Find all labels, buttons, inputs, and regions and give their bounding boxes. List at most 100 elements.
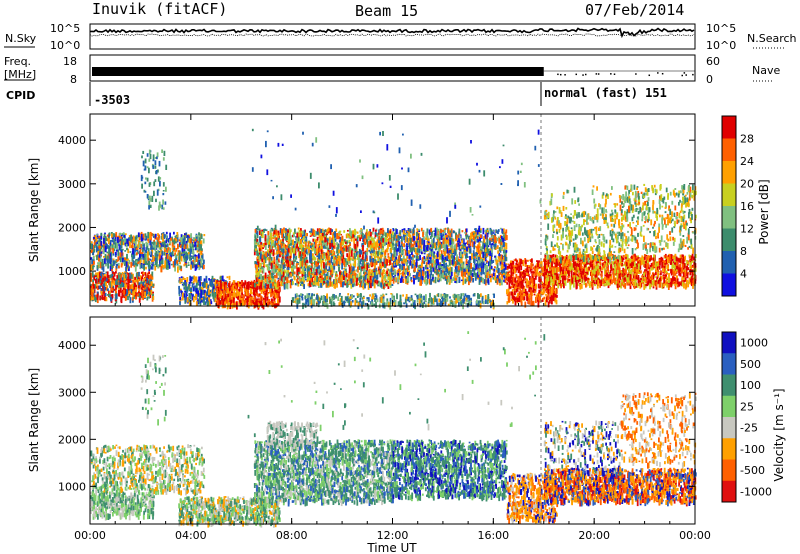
freq-band: [92, 67, 544, 76]
echo-point: [374, 263, 376, 268]
echo-point: [188, 284, 190, 289]
echo-point: [260, 282, 262, 288]
echo-point: [174, 259, 176, 265]
echo-point: [157, 242, 159, 248]
echo-point: [95, 276, 97, 278]
echo-point: [130, 297, 132, 303]
echo-point: [268, 268, 270, 271]
echo-point: [332, 268, 334, 274]
echo-point: [355, 239, 357, 241]
echo-point: [161, 255, 163, 259]
echo-point: [254, 297, 256, 301]
echo-point: [258, 246, 260, 248]
echo-point: [320, 229, 322, 233]
echo-point: [298, 241, 300, 243]
echo-point: [348, 275, 350, 279]
echo-point: [231, 294, 233, 296]
echo-point: [361, 250, 363, 254]
echo-point: [269, 262, 271, 265]
echo-point: [255, 264, 257, 268]
echo-point: [132, 287, 134, 290]
echo-point: [478, 250, 480, 254]
echo-point: [288, 237, 290, 242]
echo-point: [105, 293, 107, 296]
echo-point: [141, 177, 143, 179]
nave-tick-bottom: 0: [706, 73, 713, 86]
echo-point: [280, 281, 282, 287]
echo-point: [233, 303, 235, 308]
echo-point: [310, 235, 312, 237]
echo-point: [192, 284, 194, 288]
echo-point: [366, 248, 368, 252]
echo-point: [300, 279, 302, 282]
echo-point: [240, 288, 242, 291]
echo-point: [190, 279, 192, 284]
echo-point: [128, 260, 130, 264]
echo-point: [144, 169, 146, 171]
echo-point: [344, 239, 346, 241]
echo-point: [365, 272, 367, 275]
echo-point: [385, 251, 387, 255]
echo-point: [124, 250, 126, 252]
echo-point: [181, 276, 183, 278]
echo-point: [115, 285, 117, 290]
echo-point: [270, 233, 272, 238]
echo-point: [123, 232, 125, 234]
echo-point: [336, 247, 338, 253]
echo-point: [296, 279, 298, 283]
nave-tick-top: 60: [706, 55, 720, 68]
echo-point: [270, 245, 272, 250]
echo-point: [331, 243, 333, 247]
echo-point: [229, 293, 231, 298]
echo-point: [359, 237, 361, 241]
echo-point: [201, 248, 203, 251]
echo-point: [273, 253, 275, 257]
echo-point: [334, 279, 336, 283]
echo-point: [118, 266, 120, 269]
echo-point: [262, 255, 264, 259]
echo-point: [244, 285, 246, 288]
echo-point: [359, 277, 361, 283]
echo-point: [247, 296, 249, 302]
echo-point: [112, 272, 114, 274]
echo-point: [145, 233, 147, 237]
freq-dot: [614, 73, 616, 75]
echo-point: [324, 276, 326, 280]
echo-point: [172, 254, 174, 257]
echo-point: [272, 282, 274, 286]
echo-point: [263, 243, 265, 247]
nsky-bottom-tick: 10^0: [50, 39, 80, 52]
echo-point: [359, 249, 361, 254]
echo-point: [278, 241, 280, 245]
echo-point: [142, 252, 144, 254]
echo-point: [362, 255, 364, 260]
echo-point: [104, 258, 106, 260]
echo-point: [357, 263, 359, 266]
echo-point: [294, 266, 296, 269]
echo-point: [293, 235, 295, 238]
echo-point: [152, 296, 154, 300]
echo-point: [165, 240, 167, 244]
echo-point: [449, 255, 451, 260]
echo-point: [198, 276, 200, 281]
echo-point: [158, 235, 160, 239]
echo-point: [286, 272, 288, 277]
echo-point: [129, 242, 131, 248]
echo-point: [136, 273, 138, 278]
echo-point: [277, 261, 279, 265]
echo-point: [175, 255, 177, 258]
echo-point: [196, 258, 198, 260]
echo-point: [92, 292, 94, 298]
echo-point: [316, 232, 318, 235]
echo-point: [353, 237, 355, 241]
echo-point: [262, 247, 264, 249]
echo-point: [104, 260, 106, 264]
echo-point: [276, 243, 278, 245]
echo-point: [100, 273, 102, 276]
echo-point: [173, 232, 175, 235]
echo-point: [147, 153, 149, 157]
echo-point: [192, 263, 194, 269]
echo-point: [310, 250, 312, 257]
freq-tick-bottom: 8: [70, 73, 77, 86]
echo-point: [253, 289, 255, 295]
